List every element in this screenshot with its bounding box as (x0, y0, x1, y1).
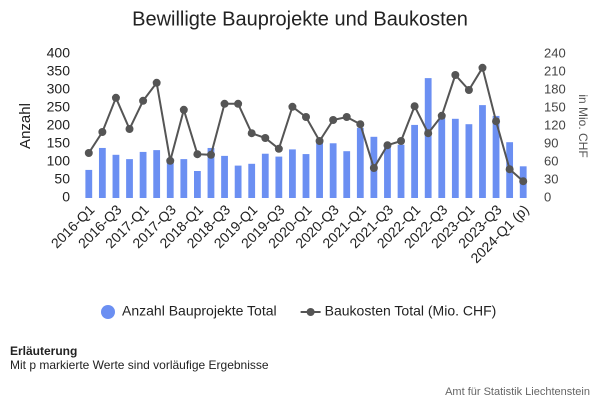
y2-tick-label: 30 (544, 171, 558, 186)
bar (166, 158, 174, 198)
bar (329, 143, 337, 198)
line-point (84, 149, 93, 157)
y2-tick-label: 180 (544, 81, 566, 96)
y2-tick-label: 0 (544, 189, 551, 204)
line-point (356, 120, 365, 129)
bar (275, 156, 283, 198)
bar (356, 127, 364, 198)
y-tick-label: 300 (47, 81, 71, 97)
bar (180, 159, 188, 198)
bar (438, 118, 446, 198)
line-point (98, 128, 107, 136)
y2-axis-label: in Mio. CHF (576, 94, 590, 157)
bar (343, 151, 351, 198)
legend-label: Baukosten Total (Mio. CHF) (325, 303, 497, 319)
y2-tick-label: 60 (544, 153, 558, 168)
bar (126, 159, 133, 198)
bar (451, 118, 459, 198)
line-point (139, 96, 148, 105)
bar (424, 78, 432, 198)
y-tick-label: 150 (47, 135, 71, 151)
line-point (424, 129, 433, 138)
bar (194, 171, 201, 198)
line-point (261, 134, 270, 142)
y2-tick-label: 90 (544, 135, 558, 150)
bar (492, 115, 500, 198)
bar (479, 105, 486, 198)
legend-label: Anzahl Bauprojekte Total (122, 303, 277, 319)
bar (316, 140, 323, 198)
bar (98, 147, 106, 198)
line-point (166, 156, 175, 165)
bar (112, 154, 120, 198)
bar (153, 150, 161, 198)
bar (221, 155, 228, 198)
bar (261, 153, 269, 198)
line-point (206, 150, 215, 159)
line-point (315, 137, 324, 145)
bar (411, 124, 418, 198)
line-point (464, 86, 473, 94)
legend-swatch (101, 305, 115, 319)
bar (248, 163, 256, 198)
y2-tick-label: 120 (544, 117, 566, 132)
bar (384, 144, 391, 198)
line-point (437, 111, 446, 120)
line-point (410, 102, 419, 111)
y-tick-label: 100 (47, 153, 71, 169)
line-point (492, 117, 501, 126)
line-point (505, 165, 514, 174)
line-point (274, 144, 283, 153)
y-tick-label: 0 (62, 189, 70, 205)
bar (234, 165, 242, 198)
bar (397, 144, 405, 198)
line-point (451, 71, 460, 79)
source: Amt für Statistik Liechtenstein (445, 386, 590, 398)
bar (139, 151, 147, 198)
line-point (234, 99, 243, 108)
legend-swatch (306, 308, 315, 316)
line-point (478, 63, 487, 72)
y-tick-label: 350 (47, 63, 71, 79)
line-point (288, 102, 297, 111)
y-axis-label: Anzahl (17, 103, 34, 149)
note: Mit p markierte Werte sind vorläufige Er… (10, 358, 269, 372)
line-point (111, 93, 120, 102)
line-point (519, 177, 528, 186)
bar (207, 147, 215, 198)
chart-title: Bewilligte Bauprojekte und Baukosten (132, 8, 468, 30)
y-tick-label: 400 (47, 45, 71, 61)
bar (302, 154, 310, 198)
y2-tick-label: 210 (544, 63, 566, 78)
line-point (125, 125, 134, 133)
line-point (220, 99, 229, 108)
line-point (329, 116, 338, 124)
bar (289, 149, 296, 198)
note-title: Erläuterung (10, 344, 77, 358)
bar (465, 124, 473, 198)
line-point (152, 78, 161, 87)
line-point (247, 129, 256, 138)
y2-tick-label: 240 (544, 45, 566, 60)
line-point (302, 113, 310, 121)
bar (85, 169, 93, 198)
line-point (179, 105, 188, 114)
y2-tick-label: 150 (544, 99, 566, 114)
y-tick-label: 200 (47, 117, 71, 133)
line-point (397, 137, 406, 145)
line-point (383, 141, 392, 150)
y-tick-label: 250 (47, 99, 71, 115)
line-point (342, 113, 351, 121)
y-tick-label: 50 (54, 171, 70, 187)
line-point (193, 150, 202, 159)
line-point (369, 164, 378, 172)
